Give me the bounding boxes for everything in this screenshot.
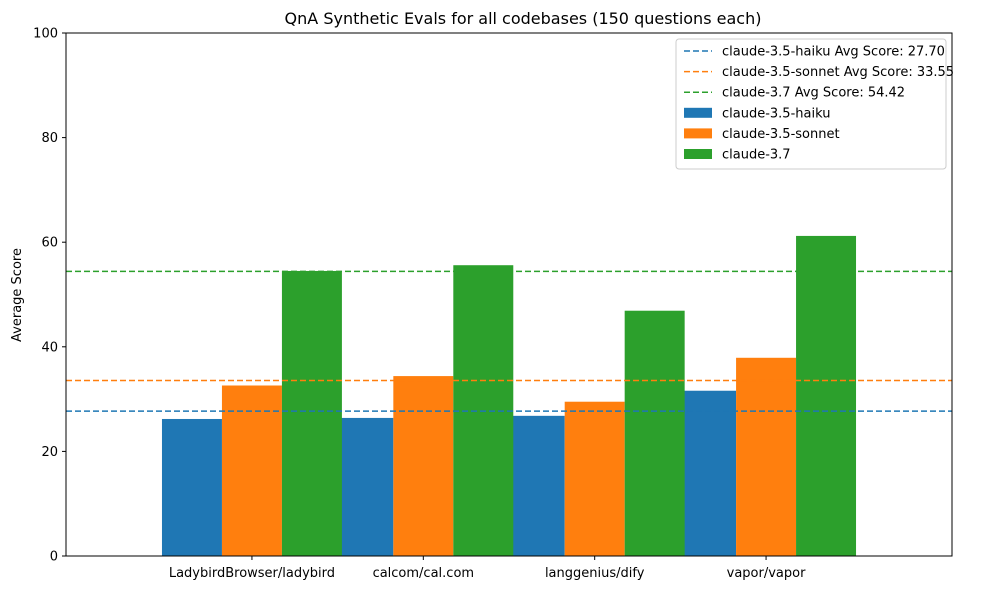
legend-label-0: claude-3.5-haiku Avg Score: 27.70 [722, 45, 945, 60]
x-tick-label-2: langgenius/dify [545, 566, 645, 581]
bar-claude-3-5-haiku-2 [504, 415, 565, 556]
y-tick-label-4: 80 [41, 131, 58, 146]
legend-label-5: claude-3.7 [722, 148, 791, 163]
bar-claude-3-5-sonnet-3 [736, 357, 797, 556]
x-tick-label-3: vapor/vapor [727, 566, 806, 581]
bar-claude-3-5-sonnet-1 [393, 376, 454, 556]
y-tick-label-1: 20 [41, 445, 58, 460]
bar-claude-3-7-2 [624, 310, 685, 556]
y-tick-label-3: 60 [41, 236, 58, 251]
legend-swatch-4 [684, 128, 712, 139]
legend-box [675, 38, 947, 170]
bar-claude-3-5-sonnet-2 [564, 401, 625, 556]
x-tick-label-1: calcom/cal.com [373, 566, 475, 581]
bar-claude-3-7-0 [281, 270, 342, 556]
y-tick-label-0: 0 [50, 550, 58, 565]
y-axis-ticks: 0 20 40 60 80 100 [33, 27, 66, 565]
bar-claude-3-5-haiku-3 [676, 390, 737, 556]
bar-claude-3-5-haiku-0 [161, 418, 222, 556]
chart-title: QnA Synthetic Evals for all codebases (1… [285, 9, 762, 28]
y-tick-label-5: 100 [33, 27, 58, 42]
legend-label-2: claude-3.7 Avg Score: 54.42 [722, 86, 905, 101]
bars-group [161, 235, 857, 556]
x-tick-label-0: LadybirdBrowser/ladybird [169, 566, 335, 581]
y-tick-label-2: 40 [41, 340, 58, 355]
y-axis-label: Average Score [10, 248, 25, 342]
bar-claude-3-7-3 [796, 235, 857, 556]
plot-frame [65, 32, 953, 557]
bar-claude-3-5-sonnet-0 [221, 385, 282, 556]
legend-swatch-3 [684, 107, 712, 118]
legend-label-3: claude-3.5-haiku [722, 106, 830, 121]
x-axis-ticks: LadybirdBrowser/ladybird calcom/cal.com la… [169, 556, 806, 581]
legend: claude-3.5-haiku Avg Score: 27.70 claude-… [675, 38, 954, 170]
bar-claude-3-5-haiku-1 [333, 417, 394, 556]
legend-label-1: claude-3.5-sonnet Avg Score: 33.55 [722, 65, 954, 80]
legend-label-4: claude-3.5-sonnet [722, 127, 840, 142]
legend-swatch-5 [684, 149, 712, 159]
average-lines-group [66, 270, 952, 412]
